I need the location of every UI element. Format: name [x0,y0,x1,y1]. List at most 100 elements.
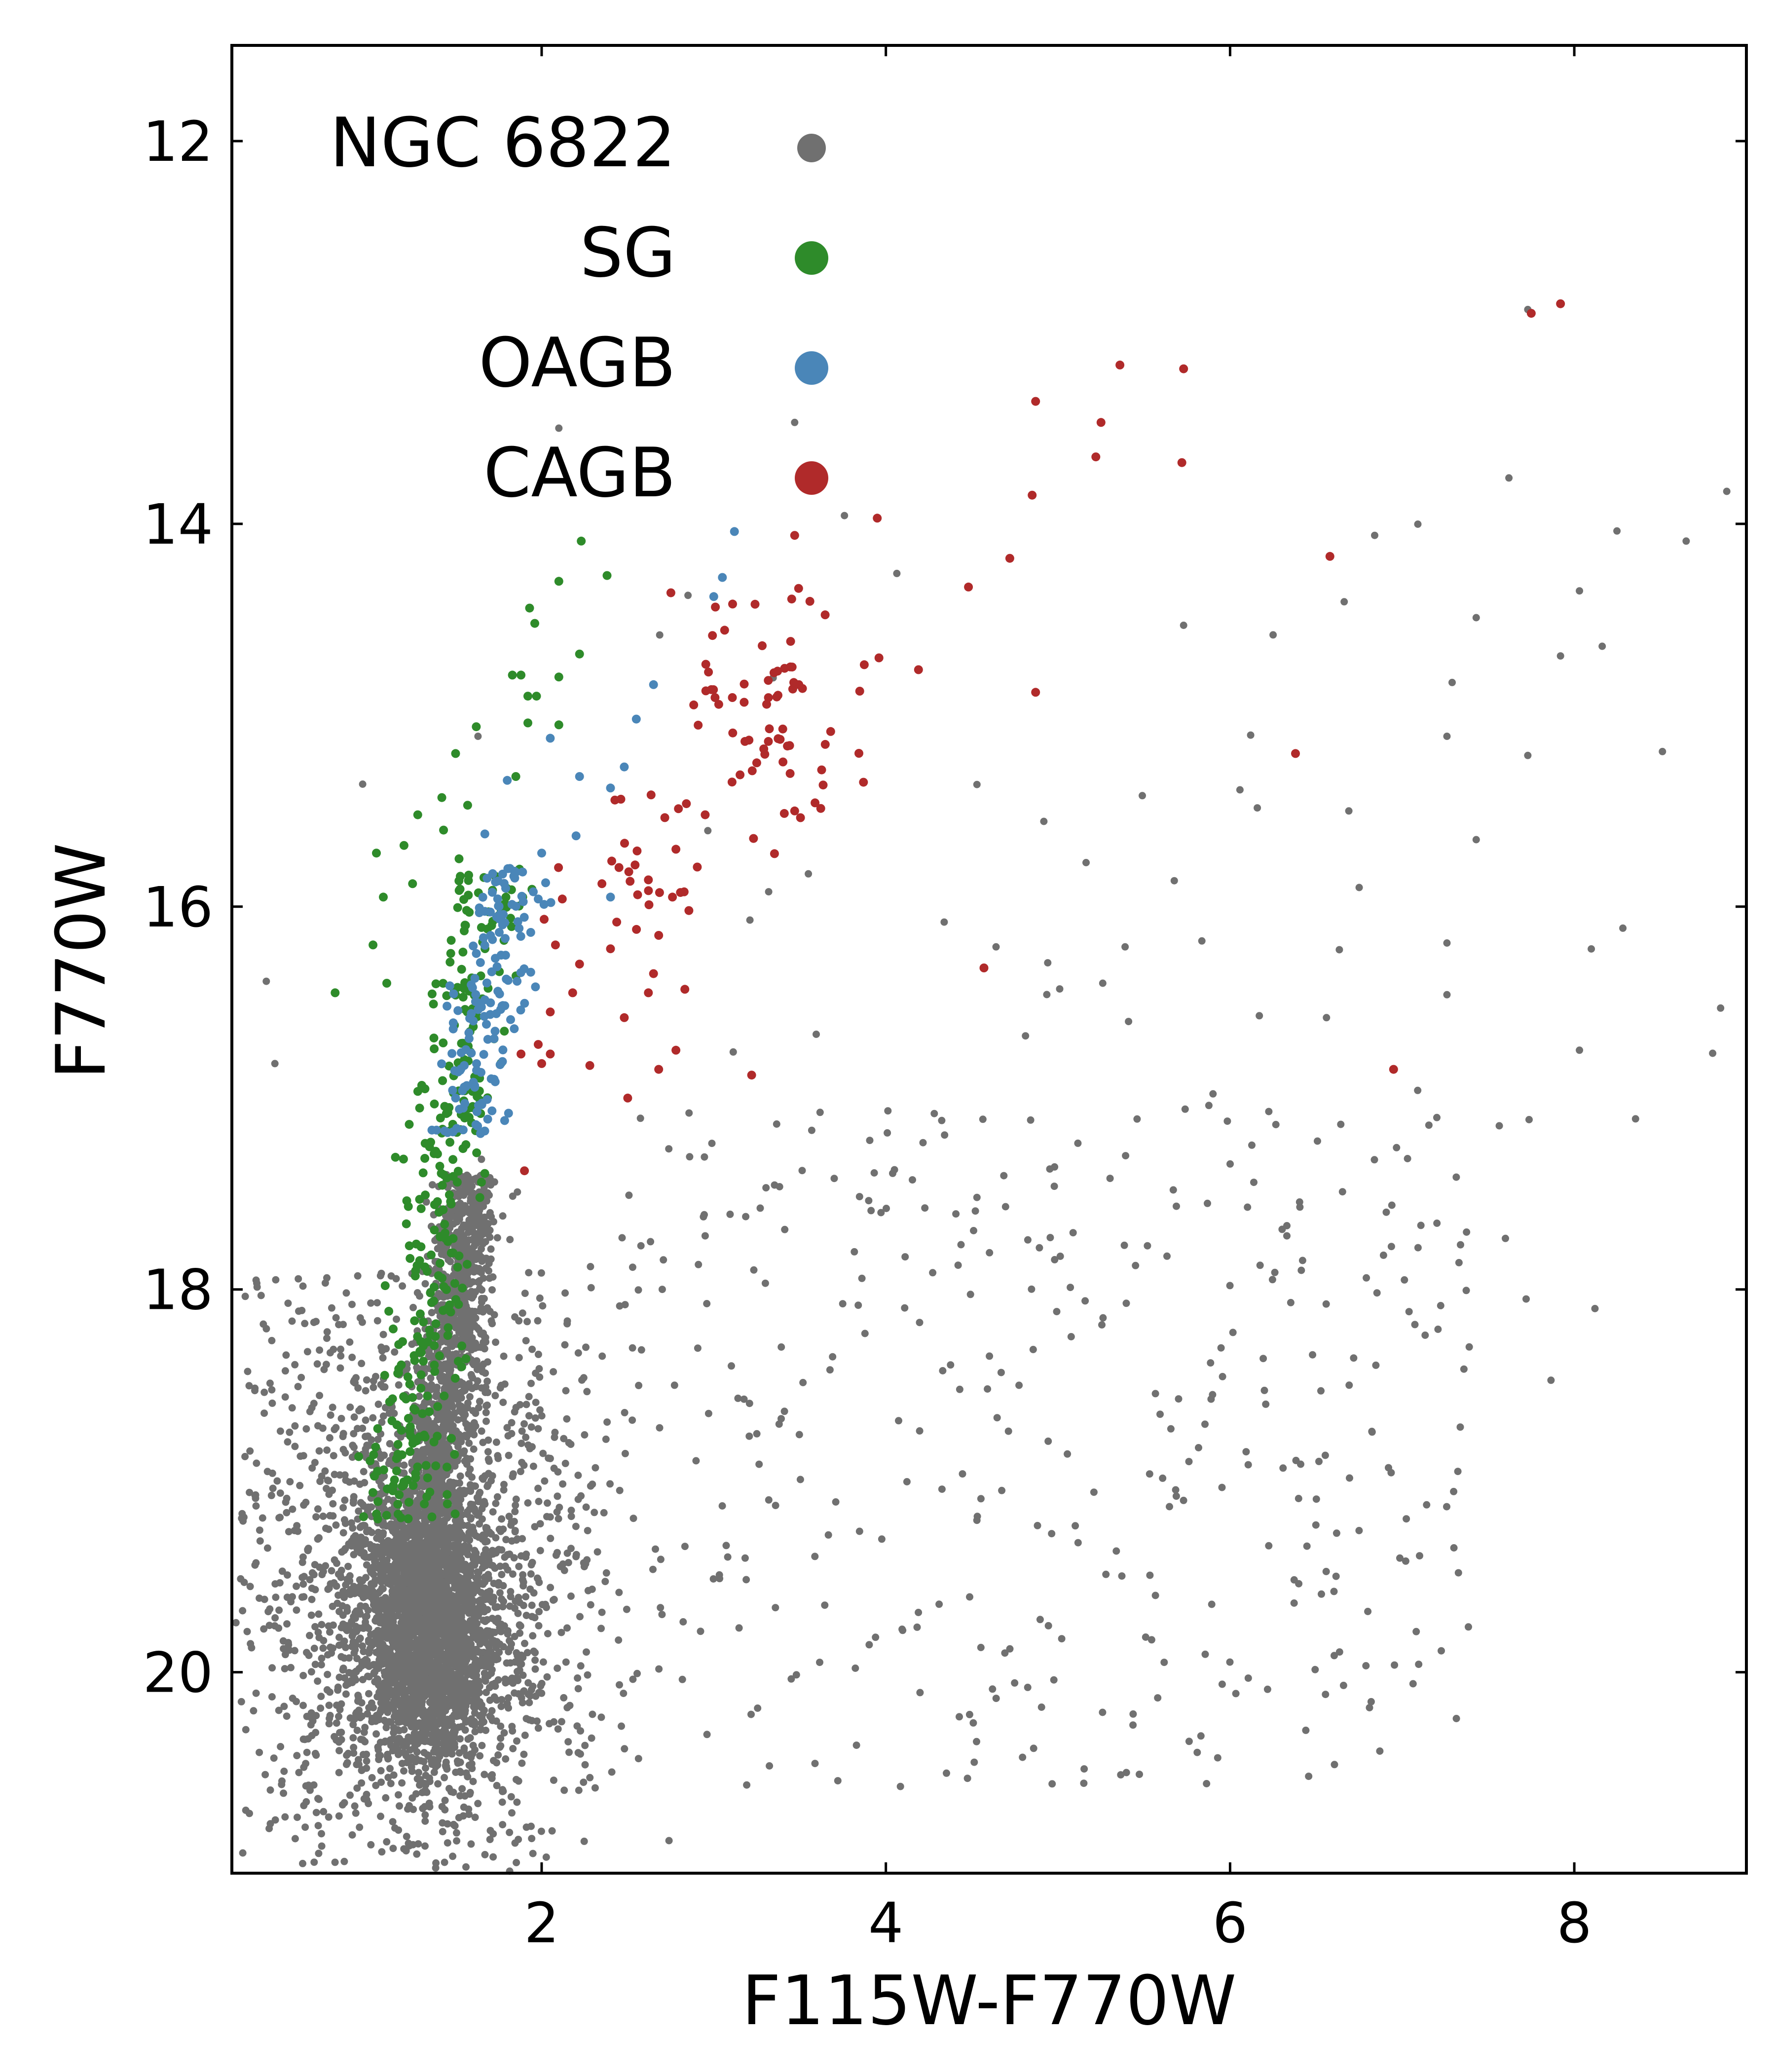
data-point [430,1536,438,1543]
data-point [451,1409,459,1417]
data-point [535,1622,543,1629]
data-point [381,1672,389,1680]
data-point [552,1551,560,1559]
data-point [291,1443,299,1450]
data-point [272,1593,280,1601]
data-point [466,1789,474,1796]
data-point [335,1769,343,1776]
data-point [534,1724,542,1732]
data-point [350,1551,358,1558]
data-point [286,1428,294,1436]
data-point [317,1704,325,1712]
data-point [593,1548,601,1556]
data-point [538,1601,546,1609]
data-point [311,1561,319,1569]
data-point [420,1758,428,1766]
data-point [510,1517,518,1525]
data-point [342,1643,350,1651]
data-point [362,1416,370,1424]
data-point [463,1635,471,1643]
data-point [500,1597,507,1605]
data-point [374,1681,382,1689]
data-point [337,1624,345,1631]
data-point [395,1718,403,1726]
data-point [275,1624,283,1632]
data-point [525,1412,533,1420]
data-point [326,1434,333,1442]
data-point [423,1596,431,1604]
data-point [472,1422,480,1430]
data-point [522,1612,530,1619]
data-point [322,1361,330,1369]
data-point [537,1269,545,1277]
data-point [473,1239,481,1247]
data-point [329,1486,336,1494]
data-point [399,1615,407,1623]
data-point [505,1694,512,1702]
data-point [576,1613,584,1621]
data-point [497,1527,505,1535]
data-point [458,1489,466,1497]
data-point [384,1750,392,1758]
data-point [457,1388,465,1396]
data-point [503,1659,511,1667]
data-point [582,1343,590,1351]
data-point [302,1760,310,1768]
data-point [443,1360,451,1368]
data-point [324,1670,332,1678]
data-point [508,1419,516,1427]
data-point [390,1729,398,1737]
data-point [494,1454,502,1462]
data-point [342,1690,350,1698]
data-point [477,1226,484,1234]
data-point [377,1642,385,1650]
data-point [365,1636,372,1644]
data-point [343,1751,351,1759]
data-point [318,1571,326,1579]
data-point [442,1569,449,1577]
data-point [460,1185,468,1193]
data-point [444,1820,451,1828]
data-point [460,1747,468,1755]
data-point [380,1601,388,1609]
data-point [481,1213,488,1221]
data-point [386,1551,394,1559]
data-point [281,1813,289,1821]
data-point [400,1665,407,1673]
data-point [516,1621,523,1629]
data-point [463,1308,470,1316]
data-point [534,1484,542,1492]
data-point [323,1334,331,1342]
data-point [445,1688,453,1696]
data-point [480,1202,487,1210]
data-point [281,1665,289,1672]
data-point [487,1639,495,1647]
data-point [329,1621,337,1629]
data-point [335,1747,343,1755]
data-point [492,1717,500,1725]
data-point [506,1236,514,1244]
data-point [521,1639,528,1647]
data-point [429,1705,437,1713]
data-point [398,1637,406,1645]
data-point [340,1857,348,1865]
data-point [470,1633,478,1641]
data-point [346,1572,354,1580]
data-point [350,1743,358,1751]
data-point [341,1519,349,1527]
data-point [393,1665,401,1673]
data-point [356,1823,364,1831]
data-point [479,1661,486,1668]
data-point [435,1565,443,1573]
data-point [519,1654,527,1662]
data-point [329,1500,337,1508]
data-point [555,1515,562,1522]
data-point [272,1276,280,1284]
data-point [353,1727,361,1734]
data-point [424,1751,432,1759]
data-point [494,1615,502,1623]
data-point [458,1785,466,1793]
data-point [598,1352,606,1360]
data-point [554,1725,562,1733]
